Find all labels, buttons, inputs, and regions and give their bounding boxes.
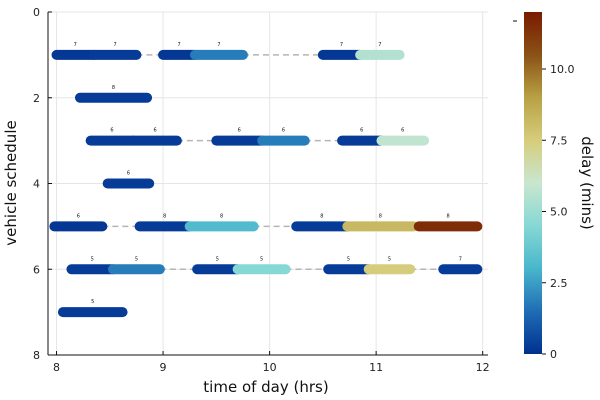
x-tick-label: 8 xyxy=(53,361,60,374)
y-tick-label: 6 xyxy=(33,263,40,276)
x-ticks: 8 9 10 11 12 xyxy=(53,351,490,374)
trip-route-label: 6 xyxy=(153,128,156,134)
trip-route-label: 6 xyxy=(127,171,130,177)
trip-route-label: 7 xyxy=(378,42,381,48)
trip-route-label: 5 xyxy=(91,256,94,262)
trip-route-label: 5 xyxy=(216,256,219,262)
trip-route-label: 6 xyxy=(110,128,113,134)
y-tick-label: 2 xyxy=(33,92,40,105)
trip-route-label: 8 xyxy=(379,213,382,219)
trip-route-label: 5 xyxy=(260,256,263,262)
trip-route-label: 7 xyxy=(459,256,462,262)
y-tick-label: 0 xyxy=(33,6,40,19)
trip-route-label: 6 xyxy=(360,128,363,134)
trip-route-label: 8 xyxy=(320,213,323,219)
trip-route-label: 8 xyxy=(163,213,166,219)
y-tick-label: 4 xyxy=(33,178,40,191)
colorbar-gradient xyxy=(524,12,542,354)
x-tick-label: 10 xyxy=(263,361,277,374)
trip-route-label: 5 xyxy=(135,256,138,262)
colorbar-tick-label: 0 xyxy=(550,348,557,361)
trip-route-label: 7 xyxy=(74,42,77,48)
colorbar: 0 2.5 5.0 7.5 10.0 delay (mins) xyxy=(513,12,596,361)
x-tick-label: 11 xyxy=(369,361,383,374)
trip-route-label: 7 xyxy=(340,42,343,48)
trip-route-label: 7 xyxy=(217,42,220,48)
trip-route-label: 6 xyxy=(282,128,285,134)
trip-route-label: 8 xyxy=(220,213,223,219)
colorbar-ticks: 0 2.5 5.0 7.5 10.0 xyxy=(513,20,575,361)
colorbar-tick-label: 5.0 xyxy=(550,206,568,219)
trip-route-label: 7 xyxy=(114,42,117,48)
colorbar-title: delay (mins) xyxy=(578,136,596,230)
colorbar-tick-label: 7.5 xyxy=(550,134,568,147)
y-ticks: 0 2 4 6 8 xyxy=(33,6,52,362)
colorbar-tick-label: 10.0 xyxy=(550,63,575,76)
colorbar-tick-label: 2.5 xyxy=(550,277,568,290)
trip-route-label: 6 xyxy=(238,128,241,134)
y-axis-title: vehicle schedule xyxy=(2,120,20,245)
x-tick-label: 12 xyxy=(476,361,490,374)
trip-route-label: 8 xyxy=(446,213,449,219)
trip-route-label: 7 xyxy=(177,42,180,48)
x-tick-label: 9 xyxy=(160,361,167,374)
trip-route-label: 8 xyxy=(112,85,115,91)
trip-route-label: 5 xyxy=(347,256,350,262)
trip-route-label: 6 xyxy=(77,213,80,219)
trip-route-label: 5 xyxy=(91,299,94,305)
trip-labels: 7 7 7 7 7 7 8 6 6 6 6 6 6 6 6 8 8 8 8 8 5 5 5 5 5 5 7 5 xyxy=(74,42,462,305)
x-axis-title: time of day (hrs) xyxy=(203,378,328,396)
trip-bars xyxy=(49,49,483,318)
trip-route-label: 6 xyxy=(401,128,404,134)
trip-route-label: 5 xyxy=(388,256,391,262)
y-tick-label: 8 xyxy=(33,349,40,362)
